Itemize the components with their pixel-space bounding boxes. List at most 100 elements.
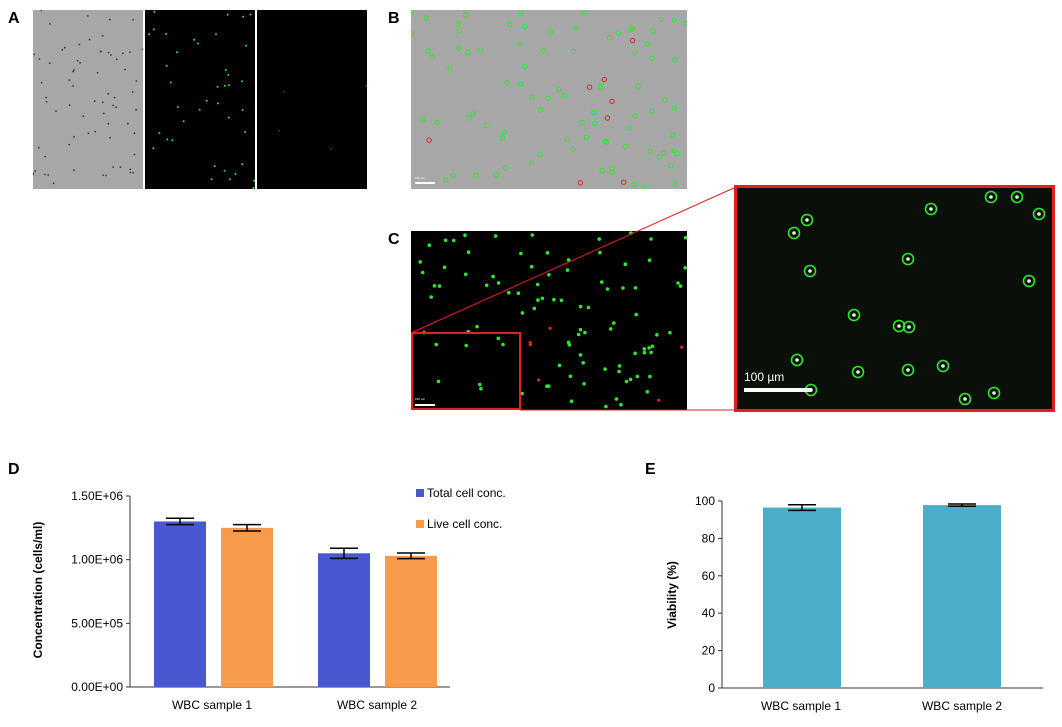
cell-dot xyxy=(107,51,110,54)
y-tick-label: 100 xyxy=(695,494,715,508)
dead-cell-dot xyxy=(528,340,532,345)
live-cell-dot xyxy=(210,178,213,181)
live-cell-dot xyxy=(520,391,524,396)
live-cell-dot xyxy=(223,84,226,87)
live-cell-dot xyxy=(633,351,637,356)
live-cell-marker xyxy=(556,86,562,93)
live-cell-marker xyxy=(602,138,608,145)
panel-label-b: B xyxy=(388,10,400,27)
live-cell-dot xyxy=(496,336,501,341)
live-cell-core xyxy=(992,391,996,395)
live-cell-dot xyxy=(547,273,551,277)
y-axis-label: Concentration (cells/ml) xyxy=(31,522,45,659)
live-cell-marker xyxy=(429,54,435,60)
y-tick-label: 40 xyxy=(702,606,716,620)
live-cell-marker xyxy=(631,181,637,188)
live-cell-marker xyxy=(411,10,415,14)
cell-dot xyxy=(48,62,51,65)
live-cell-dot xyxy=(169,81,172,84)
cell-dot xyxy=(110,54,112,56)
live-cell-marker xyxy=(564,136,571,142)
live-cell-dot xyxy=(198,108,201,111)
overlay-image: 100 µm xyxy=(411,10,687,189)
live-cell-dot xyxy=(432,284,437,288)
cell-dot xyxy=(96,71,99,74)
panel-label-c: C xyxy=(388,231,400,248)
live-cell-dot xyxy=(228,178,231,181)
inset-scale-bar-label: 100 µm xyxy=(744,370,785,384)
live-cell-dot xyxy=(442,265,447,270)
cell-dot xyxy=(109,136,111,139)
cell-dot xyxy=(135,108,137,111)
cell-dot xyxy=(112,104,115,107)
cell-dot xyxy=(127,122,129,125)
cell-dot xyxy=(131,91,134,93)
live-cell-dot xyxy=(152,147,155,150)
live-cell-dot xyxy=(478,382,482,387)
live-cell-marker xyxy=(411,30,415,37)
dead-cell-marker xyxy=(426,137,432,143)
live-cell-marker xyxy=(538,107,544,113)
live-cell-dot xyxy=(648,374,652,379)
live-cell-dot xyxy=(545,384,549,388)
green-fluorescence-image xyxy=(145,10,255,189)
live-cell-dot xyxy=(598,250,602,255)
y-tick-label: 5.00E+05 xyxy=(71,616,123,630)
live-cell-dot xyxy=(165,64,168,67)
live-cell-dot xyxy=(418,260,422,264)
bar xyxy=(385,555,437,687)
cell-dot xyxy=(141,48,143,51)
live-cell-marker xyxy=(507,21,513,27)
live-cell-dot xyxy=(166,138,169,141)
zoom-region-box xyxy=(411,332,521,410)
live-cell-marker xyxy=(470,111,476,117)
live-cell-dot xyxy=(213,165,216,168)
live-cell-dot xyxy=(635,374,640,379)
y-tick-label: 80 xyxy=(702,531,716,545)
dead-cell-dot xyxy=(680,345,684,349)
live-cell-dot xyxy=(227,73,230,76)
live-cell-dot xyxy=(634,312,638,317)
live-cell-dot xyxy=(581,361,585,365)
cell-dot xyxy=(78,43,81,46)
legend-label: Total cell conc. xyxy=(427,486,506,500)
live-cell-ring xyxy=(901,363,915,377)
live-cell-dot xyxy=(568,374,573,379)
dead-cell-dot xyxy=(365,84,367,87)
live-cell-dot xyxy=(216,102,219,105)
cell-dot xyxy=(82,115,85,117)
live-cell-core xyxy=(906,368,910,372)
live-cell-dot xyxy=(507,290,511,295)
cell-dot xyxy=(38,58,41,60)
live-cell-core xyxy=(792,231,796,235)
cell-dot xyxy=(73,169,75,172)
scale-bar xyxy=(415,182,435,184)
x-tick-label: WBC sample 2 xyxy=(922,699,1002,713)
cell-dot xyxy=(86,15,89,17)
live-cell-dot xyxy=(519,251,523,256)
live-cell-dot xyxy=(566,258,571,262)
cell-dot xyxy=(119,166,122,169)
live-cell-marker xyxy=(672,56,678,63)
live-cell-dot xyxy=(617,369,621,374)
live-cell-dot xyxy=(501,342,505,347)
legend-swatch xyxy=(416,489,424,497)
live-cell-dot xyxy=(252,187,255,189)
live-cell-ring xyxy=(1022,274,1036,288)
cell-dot xyxy=(132,171,135,174)
live-cell-dot xyxy=(536,298,540,302)
red-fluorescence-image xyxy=(257,10,367,189)
dead-cell-marker xyxy=(604,115,611,121)
live-cell-dot xyxy=(647,258,652,262)
live-cell-dot xyxy=(520,311,525,315)
live-cell-ring xyxy=(987,386,1001,400)
zoomed-inset-image: 100 µm xyxy=(734,185,1055,412)
live-cell-dot xyxy=(608,327,613,331)
scale-bar-label: 100 µm xyxy=(415,397,426,401)
live-cell-core xyxy=(929,207,933,211)
live-cell-dot xyxy=(545,251,550,255)
live-cell-marker xyxy=(447,65,453,71)
live-cell-dot xyxy=(241,163,244,166)
live-cell-dot xyxy=(628,377,633,382)
brightfield-image xyxy=(33,10,143,189)
